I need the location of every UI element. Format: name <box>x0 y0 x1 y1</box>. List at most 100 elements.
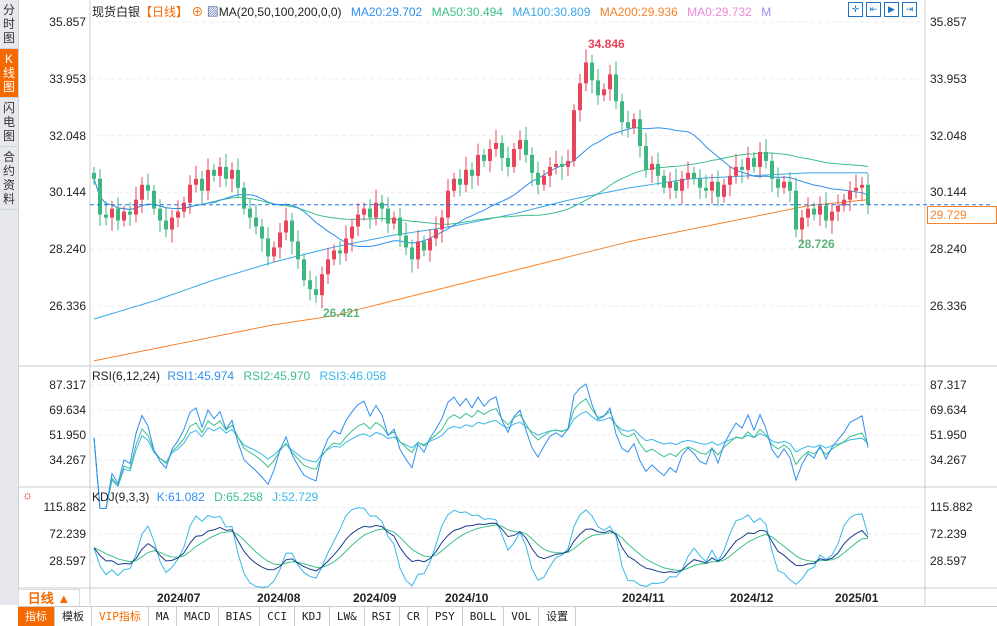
last-price-label: 29.729 <box>927 205 997 224</box>
toolbar-ma[interactable]: MA <box>149 607 178 626</box>
toolbar-indicators[interactable]: 指标 <box>18 607 55 626</box>
indicator-chart-icon[interactable]: ▨ <box>206 5 219 19</box>
candle-body <box>356 214 360 227</box>
toolbar-macd[interactable]: MACD <box>177 607 219 626</box>
candle-body <box>518 140 522 149</box>
kdj-k-line <box>93 522 869 574</box>
candle-body <box>194 178 198 185</box>
candle-body <box>302 259 306 281</box>
candle-body <box>464 169 468 185</box>
settings-sun-icon[interactable]: ☼ <box>22 488 33 502</box>
rsi3-value: RSI3:46.058 <box>319 369 387 383</box>
toolbar-cci[interactable]: CCI <box>260 607 295 626</box>
toolbar-cr[interactable]: CR <box>400 607 428 626</box>
candle-body <box>272 247 276 257</box>
candle-body <box>146 184 150 191</box>
kdj-tick: 28.597 <box>930 554 967 569</box>
chart-tools: ✛ ⇤ ▶ ⇥ <box>848 2 917 17</box>
ma20-line <box>93 127 869 248</box>
play-icon[interactable]: ▶ <box>884 2 899 17</box>
candle-body <box>752 157 756 167</box>
crosshair-tool-icon[interactable]: ✛ <box>848 2 863 17</box>
price-tick: 33.953 <box>930 71 967 86</box>
goto-end-icon[interactable]: ⇥ <box>902 2 917 17</box>
price-tick: 35.857 <box>930 15 967 29</box>
candle-body <box>230 169 234 179</box>
candle-body <box>662 175 666 188</box>
candle-body <box>158 208 162 221</box>
candle-body <box>248 208 252 218</box>
candle-body <box>134 199 138 215</box>
tab-contract-info[interactable]: 合约资料 <box>0 147 18 210</box>
candle-body <box>512 148 516 167</box>
candle-body <box>404 235 408 248</box>
rsi-tick: 34.267 <box>930 453 967 467</box>
candle-body <box>176 211 180 218</box>
ma50-value: MA50:30.494 <box>431 5 503 19</box>
candle-body <box>692 172 696 179</box>
tab-timeshare[interactable]: 分时图 <box>0 0 18 49</box>
ma-label[interactable]: MA(20,50,100,200,0,0) <box>218 5 342 19</box>
candle-body <box>572 110 576 161</box>
candle-body <box>812 208 816 215</box>
toolbar-bias[interactable]: BIAS <box>219 607 261 626</box>
rsi-label[interactable]: RSI(6,12,24) <box>92 369 161 383</box>
rsi-tick: 69.634 <box>49 403 86 417</box>
candle-body <box>242 187 246 209</box>
candle-body <box>854 187 858 191</box>
candle-body <box>770 160 774 179</box>
tab-flash[interactable]: 闪电图 <box>0 98 18 147</box>
candle-body <box>476 154 480 176</box>
candle-body <box>308 280 312 290</box>
candle-body <box>500 143 504 158</box>
toolbar-settings[interactable]: 设置 <box>539 607 577 626</box>
candle-body <box>422 241 426 251</box>
kdj-tick: 115.882 <box>930 500 973 514</box>
candle-body <box>380 202 384 209</box>
price-tick: 33.953 <box>49 71 86 86</box>
rsi2-value: RSI2:45.970 <box>243 369 311 383</box>
kdj-label[interactable]: KDJ(9,3,3) <box>92 490 150 504</box>
price-tick: 32.048 <box>49 128 86 143</box>
high-annotation: 34.846 <box>588 37 625 51</box>
crosshair-icon[interactable]: ⊕ <box>191 5 204 19</box>
candle-body <box>620 101 624 123</box>
ma200-value: MA200:29.936 <box>599 5 678 19</box>
toolbar-lw[interactable]: LW& <box>330 607 365 626</box>
candle-body <box>788 181 792 191</box>
date-label: 2024/12 <box>730 591 774 605</box>
toolbar-templates[interactable]: 模板 <box>55 607 92 626</box>
tab-kline[interactable]: K线图 <box>0 49 18 98</box>
candle-body <box>266 238 270 257</box>
candle-body <box>332 250 336 260</box>
ma-more: M <box>761 5 772 19</box>
candle-body <box>800 217 804 230</box>
period-label: 【日线】 <box>140 5 189 19</box>
toolbar-psy[interactable]: PSY <box>428 607 463 626</box>
candle-body <box>290 220 294 242</box>
toolbar-vip[interactable]: VIP指标 <box>92 607 149 626</box>
candle-body <box>626 122 630 129</box>
candle-body <box>116 208 120 221</box>
candle-body <box>710 181 714 191</box>
price-tick: 35.857 <box>49 15 86 29</box>
candle-body <box>548 166 552 176</box>
price-tick: 26.336 <box>49 299 86 313</box>
toolbar-boll[interactable]: BOLL <box>463 607 505 626</box>
candle-body <box>728 175 732 185</box>
toolbar-vol[interactable]: VOL <box>504 607 540 626</box>
candle-body <box>344 238 348 254</box>
toolbar-rsi[interactable]: RSI <box>365 607 400 626</box>
candle-body <box>326 259 330 275</box>
price-tick: 32.048 <box>930 128 967 143</box>
date-label: 2024/08 <box>257 591 301 605</box>
kdj-j-line <box>93 507 869 588</box>
toolbar-kdj[interactable]: KDJ <box>295 607 330 626</box>
candle-body <box>722 184 726 197</box>
candle-body <box>428 238 432 251</box>
candle-body <box>818 205 822 215</box>
candle-body <box>416 241 420 260</box>
candle-body <box>830 211 834 221</box>
zoom-range-icon[interactable]: ⇤ <box>866 2 881 17</box>
